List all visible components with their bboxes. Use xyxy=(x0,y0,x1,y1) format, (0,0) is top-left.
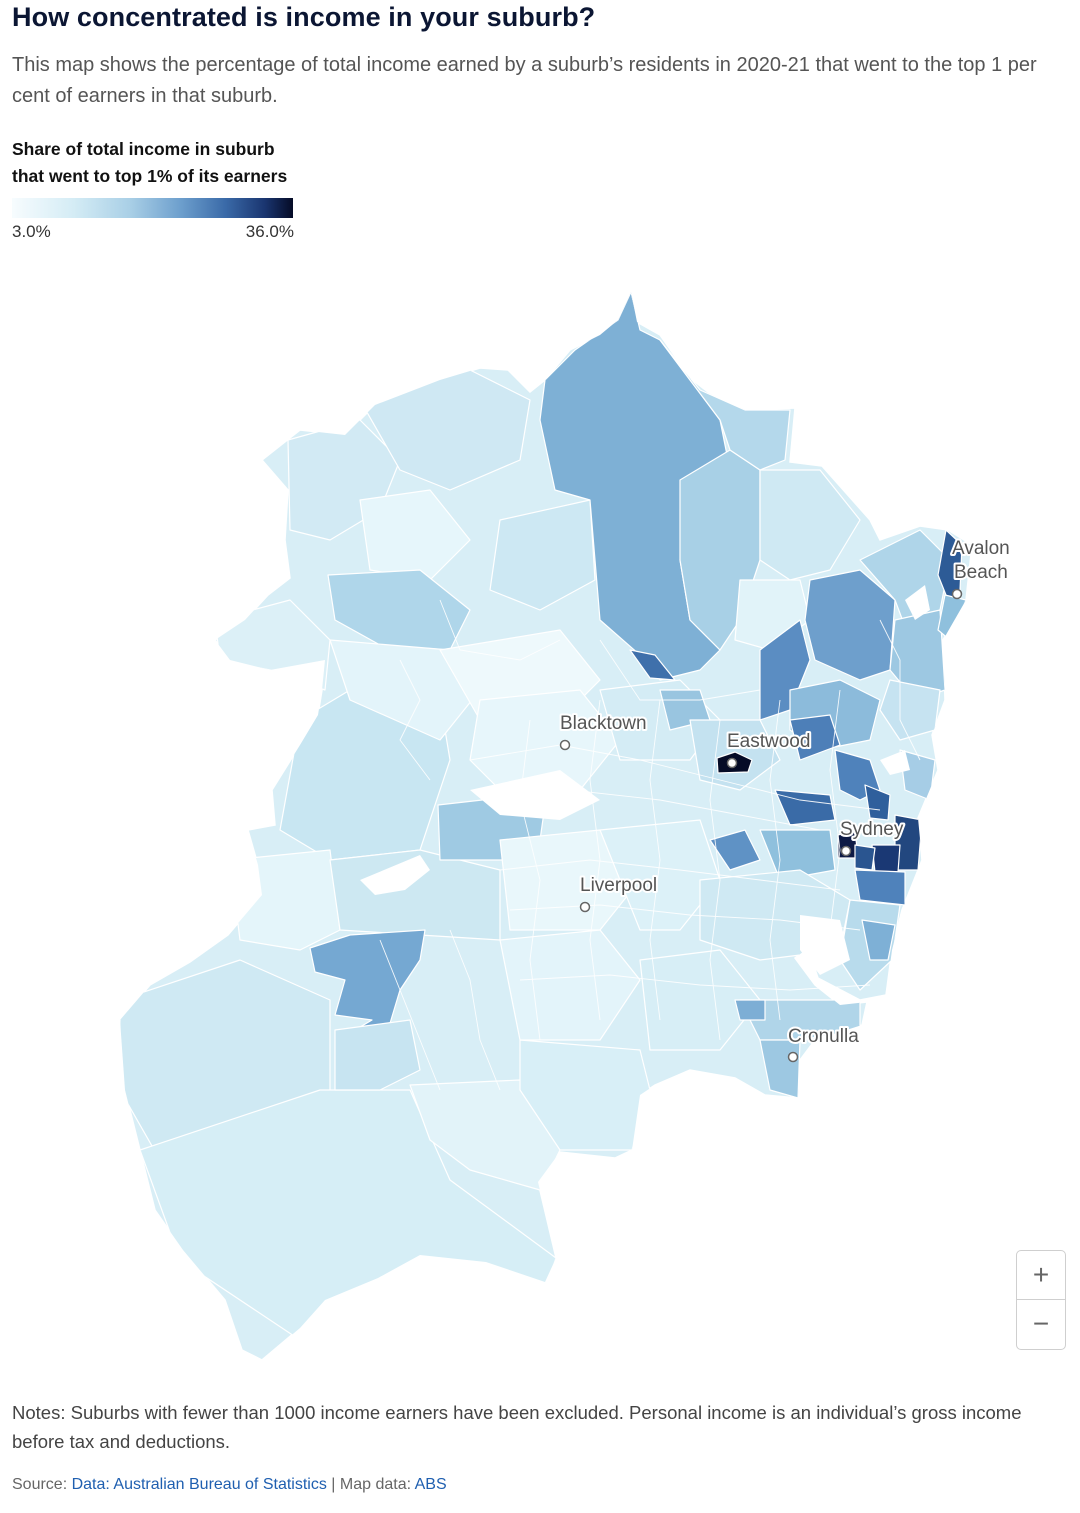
source-line: Source: Data: Australian Bureau of Stati… xyxy=(12,1476,447,1494)
source-link-abs[interactable]: ABS xyxy=(414,1476,447,1493)
suburb-region[interactable] xyxy=(499,929,641,1041)
suburb-region[interactable] xyxy=(489,499,596,611)
suburb-region[interactable] xyxy=(879,679,941,741)
place-label-blacktown: Blacktown xyxy=(560,713,647,734)
suburb-region[interactable] xyxy=(629,649,676,681)
suburb-region[interactable] xyxy=(709,829,761,871)
place-markers xyxy=(559,588,963,1063)
suburb-region[interactable] xyxy=(229,849,341,951)
suburb-region[interactable] xyxy=(759,619,811,721)
water-body xyxy=(800,915,850,975)
legend-max-label: 36.0% xyxy=(245,222,294,241)
source-prefix: Source: xyxy=(12,1476,72,1493)
water-body xyxy=(360,855,430,895)
sydney-marker[interactable] xyxy=(840,845,852,857)
source-link-abs-data[interactable]: Data: Australian Bureau of Statistics xyxy=(71,1476,327,1493)
legend-title: Share of total income in suburb that wen… xyxy=(12,139,288,186)
suburb-region[interactable] xyxy=(854,844,876,871)
zoom-in-button[interactable]: + xyxy=(1032,1259,1050,1290)
suburb-region[interactable] xyxy=(639,949,761,1051)
liverpool-marker[interactable] xyxy=(579,901,591,913)
suburb-choropleth-map[interactable]: Avalon Beach Blacktown Eastwood Sydney L… xyxy=(0,280,1080,1390)
source-separator: | Map data: xyxy=(326,1476,415,1493)
suburb-region[interactable] xyxy=(519,1039,651,1151)
suburb-region[interactable] xyxy=(359,489,471,581)
color-legend: Share of total income in suburb that wen… xyxy=(12,136,294,246)
place-label-eastwood: Eastwood xyxy=(727,731,810,752)
legend-min-label: 3.0% xyxy=(12,222,51,241)
suburb-region[interactable] xyxy=(804,569,896,681)
water-body xyxy=(470,770,600,820)
legend-labels: 3.0% 36.0% xyxy=(12,222,294,246)
water-body xyxy=(905,585,930,620)
suburb-region[interactable] xyxy=(334,1019,421,1091)
chart-title: How concentrated is income in your subur… xyxy=(12,2,596,32)
blacktown-marker[interactable] xyxy=(559,739,571,751)
avalon-beach-marker[interactable] xyxy=(951,588,963,600)
place-label-liverpool: Liverpool xyxy=(580,875,657,896)
suburb-region[interactable] xyxy=(329,639,481,741)
zoom-control: + − xyxy=(1016,1250,1066,1350)
suburb-region[interactable] xyxy=(861,919,896,961)
suburb-region[interactable] xyxy=(789,714,841,761)
cronulla-marker[interactable] xyxy=(787,1051,799,1063)
suburb-region[interactable] xyxy=(871,844,901,873)
place-label-sydney: Sydney xyxy=(840,819,904,840)
chart-subtitle: This map shows the percentage of total i… xyxy=(12,54,1037,107)
suburb-region[interactable] xyxy=(659,339,791,471)
eastwood-marker[interactable] xyxy=(726,757,738,769)
suburb-region[interactable] xyxy=(774,789,836,826)
suburb-region[interactable] xyxy=(864,784,891,821)
suburb-region[interactable] xyxy=(734,999,766,1021)
water-body xyxy=(880,750,910,775)
place-label-avalon-line2: Beach xyxy=(954,562,1008,583)
suburb-region[interactable] xyxy=(499,829,641,931)
place-label-avalon-line1: Avalon xyxy=(952,538,1010,559)
suburb-region[interactable] xyxy=(854,869,906,906)
legend-color-ramp xyxy=(12,198,293,218)
notes-text: Notes: Suburbs with fewer than 1000 inco… xyxy=(12,1402,1022,1452)
suburb-region[interactable] xyxy=(759,469,861,581)
zoom-out-button[interactable]: − xyxy=(1017,1299,1065,1348)
place-label-cronulla: Cronulla xyxy=(788,1026,859,1047)
